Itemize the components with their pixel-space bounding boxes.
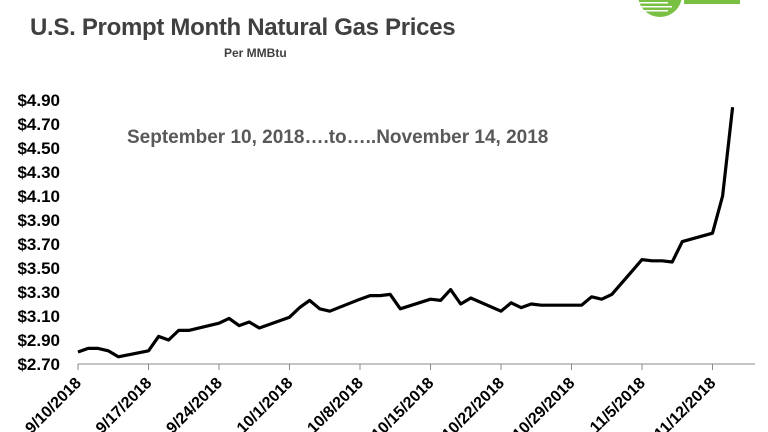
y-tick-label: $4.50 [17, 139, 60, 158]
x-tick-label: 10/1/2018 [234, 375, 296, 432]
y-tick-label: $3.50 [17, 259, 60, 278]
x-tick-label: 10/8/2018 [304, 375, 366, 432]
x-tick-label: 9/24/2018 [163, 375, 225, 432]
y-tick-label: $2.70 [17, 355, 60, 374]
y-tick-label: $4.10 [17, 187, 60, 206]
y-tick-label: $3.90 [17, 211, 60, 230]
x-tick-label: 10/22/2018 [439, 375, 508, 432]
logo [638, 0, 740, 17]
y-tick-label: $4.70 [17, 115, 60, 134]
x-axis: 9/10/2018 9/17/2018 9/24/2018 10/1/2018 10/8… [22, 363, 755, 432]
date-range-annotation: September 10, 2018….to…..November 14, 20… [127, 127, 548, 148]
price-line [77, 107, 735, 359]
y-tick-label: $4.30 [17, 163, 60, 182]
x-tick-label: 9/10/2018 [22, 375, 84, 432]
y-tick-label: $3.70 [17, 235, 60, 254]
logo-wordmark [684, 0, 740, 4]
y-tick-label: $2.90 [17, 331, 60, 350]
logo-circle [638, 0, 682, 17]
x-tick-label: 10/15/2018 [369, 375, 438, 432]
y-tick-label: $3.30 [17, 283, 60, 302]
x-tick-label: 11/5/2018 [587, 375, 649, 432]
logo-stripes [638, 2, 672, 12]
chart-title: U.S. Prompt Month Natural Gas Prices [30, 14, 456, 41]
y-tick-label: $3.10 [17, 307, 60, 326]
chart-subtitle: Per MMBtu [224, 46, 287, 60]
y-axis: $2.70 $2.90 $3.10 $3.30 $3.50 $3.70 $3.90 $4.10… [17, 91, 60, 374]
x-tick-label: 11/12/2018 [651, 375, 719, 432]
x-tick-label: 9/17/2018 [93, 375, 155, 432]
x-tick-label: 10/29/2018 [510, 375, 579, 432]
y-tick-label: $4.90 [17, 91, 60, 110]
